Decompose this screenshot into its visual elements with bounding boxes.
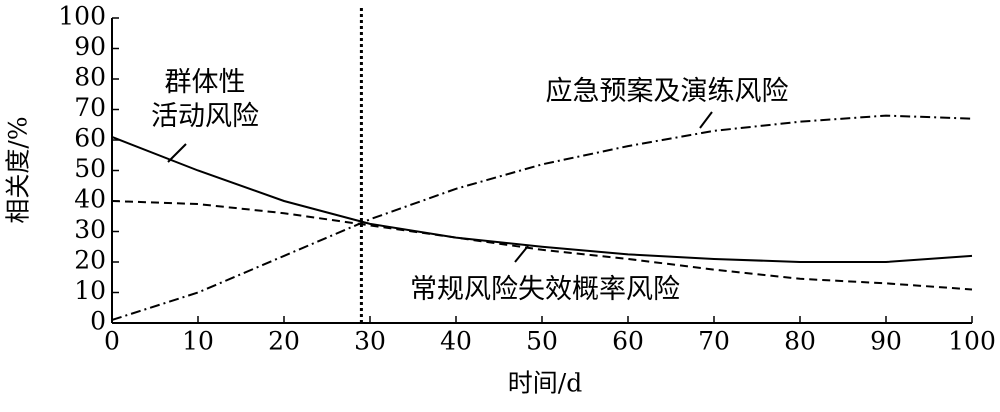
y-tick-label: 100: [58, 2, 106, 31]
y-tick-label: 20: [74, 246, 106, 275]
x-tick-label: 40: [440, 327, 472, 356]
series-annotation: 应急预案及演练风险: [545, 76, 789, 107]
x-axis-label: 时间/d: [508, 369, 582, 398]
series-line: [111, 114, 973, 321]
x-tick-label: 80: [784, 327, 816, 356]
y-tick-label: 0: [90, 307, 106, 336]
x-tick-label: 30: [354, 327, 386, 356]
series-line: [111, 200, 973, 291]
y-axis-label: 相关度/%: [4, 116, 33, 223]
x-tick-label: 70: [698, 327, 730, 356]
series-annotation: 常规风险失效概率风险: [410, 274, 680, 305]
y-tick-label: 60: [74, 124, 106, 153]
series-annotation: 群体性 活动风险: [151, 67, 259, 132]
y-tick-label: 50: [74, 154, 106, 183]
leader-line: [514, 245, 529, 263]
x-tick-label: 90: [870, 327, 902, 356]
x-tick-label: 10: [182, 327, 214, 356]
x-tick-label: 100: [948, 327, 996, 356]
leader-line: [699, 111, 713, 129]
y-tick-label: 40: [74, 185, 106, 214]
x-tick-label: 50: [526, 327, 558, 356]
leader-line: [167, 143, 187, 163]
y-tick-label: 80: [74, 63, 106, 92]
x-tick-label: 20: [268, 327, 300, 356]
x-tick-label: 60: [612, 327, 644, 356]
series-line: [111, 136, 973, 263]
x-tick-label: 0: [104, 327, 120, 356]
y-tick-label: 70: [74, 93, 106, 122]
y-tick-label: 30: [74, 215, 106, 244]
y-tick-label: 10: [74, 276, 106, 305]
y-tick-label: 90: [74, 32, 106, 61]
